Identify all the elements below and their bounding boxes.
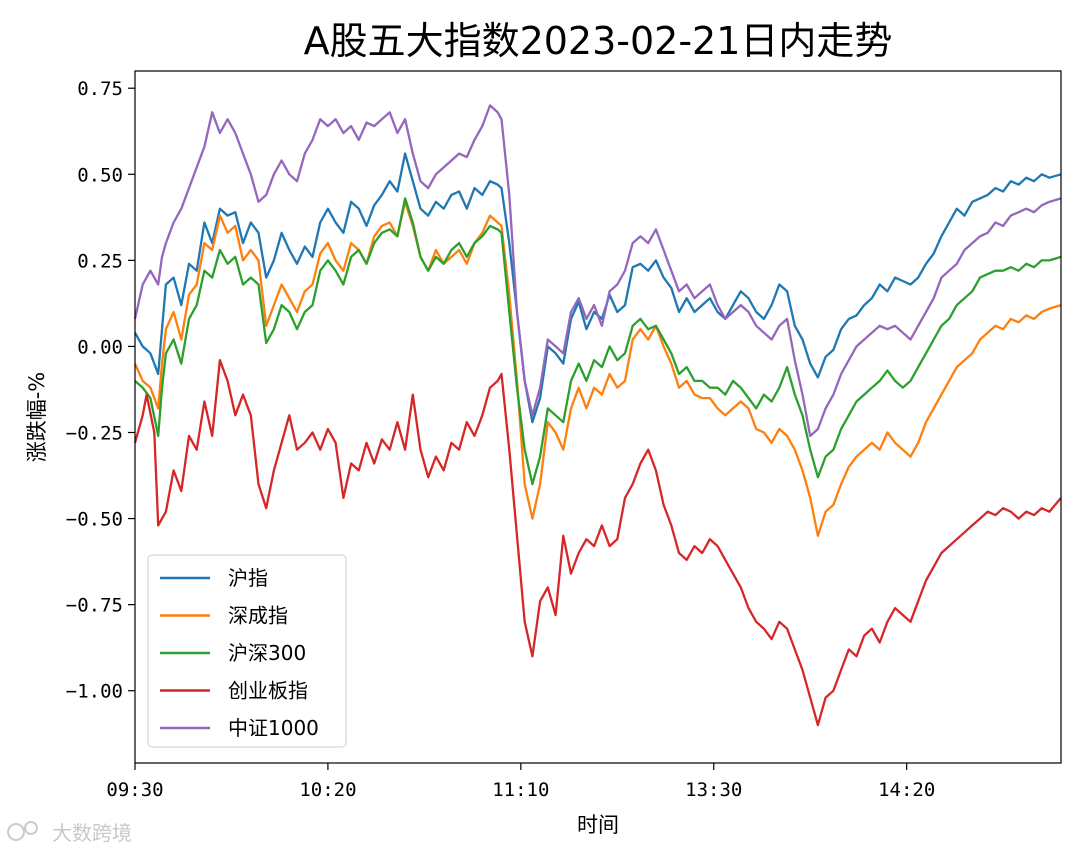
chart-title: A股五大指数2023-02-21日内走势 [304, 19, 893, 63]
x-axis-label: 时间 [577, 813, 619, 837]
legend-label: 创业板指 [228, 679, 308, 703]
y-axis-ticks: 0.75 0.50 0.25 0.00 −0.25 −0.50 −0.75 −1.00 [66, 78, 135, 703]
series-line-2 [134, 197, 1062, 486]
watermark-logo-icon [7, 823, 25, 841]
series-line-1 [133, 200, 1062, 537]
series-line-0 [133, 152, 1062, 424]
watermark-text: 大数跨境 [52, 821, 132, 845]
legend-box [147, 554, 347, 748]
axes-frame [134, 70, 1062, 764]
y-tick-label: −1.00 [66, 681, 123, 703]
y-tick-label: −0.25 [66, 422, 123, 444]
x-tick-label: 10:20 [299, 779, 356, 801]
series-line-3 [133, 359, 1062, 727]
legend-label: 沪深300 [228, 641, 306, 665]
x-tick-label: 13:30 [685, 779, 742, 801]
legend-label: 沪指 [228, 566, 268, 590]
x-tick-label: 11:10 [492, 779, 549, 801]
plot-lines [133, 104, 1062, 727]
x-tick-label: 09:30 [106, 779, 163, 801]
legend-label: 中证1000 [228, 716, 319, 740]
y-tick-label: −0.50 [66, 509, 123, 531]
watermark: 大数跨境 [7, 821, 132, 845]
watermark-logo-icon-2 [24, 821, 38, 835]
y-tick-label: 0.00 [77, 336, 123, 358]
legend-label: 深成指 [228, 604, 288, 628]
y-tick-label: 0.75 [77, 78, 123, 100]
y-axis-label: 涨跌幅-% [25, 372, 49, 463]
x-axis-ticks: 09:30 10:20 11:10 13:30 14:20 [106, 763, 935, 801]
x-tick-label: 14:20 [878, 779, 935, 801]
y-tick-label: 0.25 [77, 250, 123, 272]
y-tick-label: −0.75 [66, 595, 123, 617]
y-tick-label: 0.50 [77, 164, 123, 186]
series-line-4 [133, 104, 1062, 438]
